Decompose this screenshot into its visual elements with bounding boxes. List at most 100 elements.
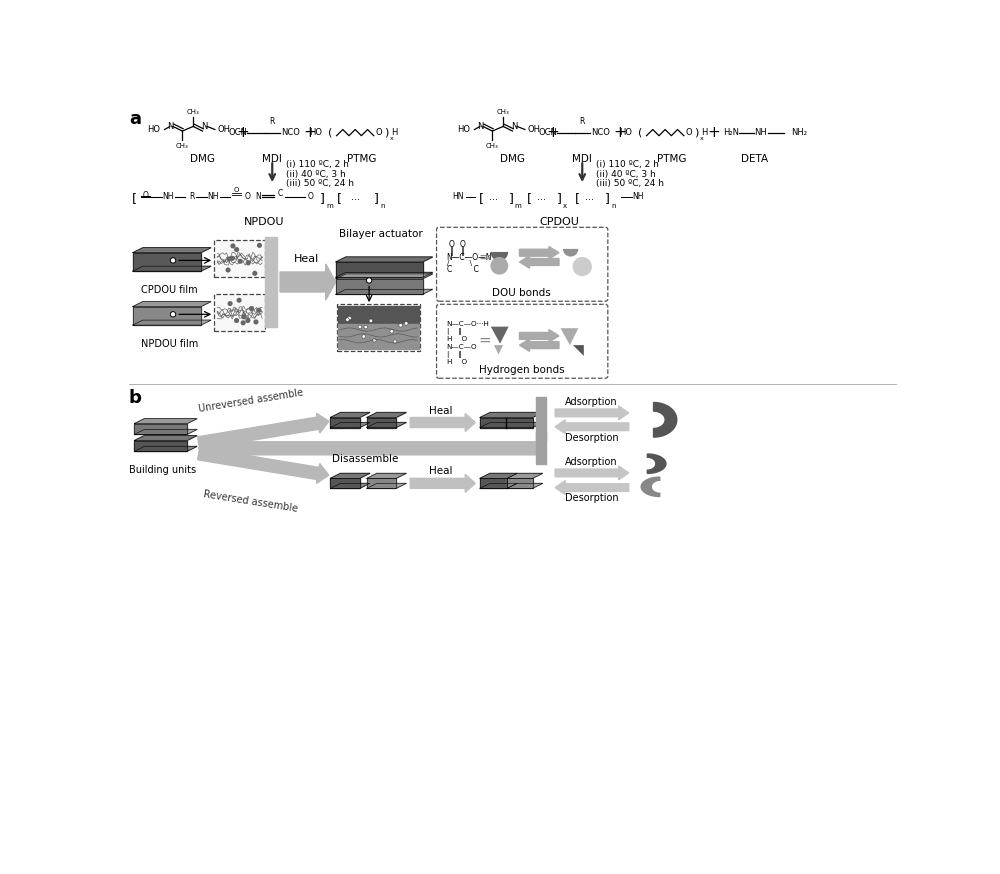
Text: Adsorption: Adsorption [565,397,618,407]
Text: Bilayer actuator: Bilayer actuator [339,229,423,239]
Text: /         \: / \ [447,260,472,267]
Text: +: + [708,125,720,140]
Text: CPDOU: CPDOU [539,218,579,227]
Wedge shape [563,249,578,257]
Text: N: N [201,122,207,131]
Circle shape [393,340,397,343]
Text: (ii) 40 ºC, 3 h: (ii) 40 ºC, 3 h [286,170,346,178]
Text: (ii) 40 ºC, 3 h: (ii) 40 ºC, 3 h [596,170,656,178]
Text: n: n [611,204,615,210]
Circle shape [358,325,362,329]
Text: DMG: DMG [190,154,215,164]
Text: CH₃: CH₃ [486,143,499,149]
FancyArrow shape [519,339,559,351]
FancyArrow shape [555,406,629,420]
Text: NCO: NCO [592,128,610,137]
Text: HN: HN [452,192,464,201]
Text: NCO: NCO [282,128,300,137]
Polygon shape [134,429,197,434]
Polygon shape [133,247,211,253]
FancyArrow shape [199,436,536,460]
Circle shape [364,325,368,329]
Text: (: ( [638,128,643,137]
Text: DMG: DMG [500,154,525,164]
Text: DOU bonds: DOU bonds [492,288,551,298]
Text: H: H [701,128,707,137]
Text: +: + [546,125,559,140]
Circle shape [257,309,261,312]
Text: NPDOU film: NPDOU film [141,339,198,349]
Polygon shape [367,413,406,418]
Text: +: + [236,125,249,140]
Text: CH₃: CH₃ [187,109,200,114]
Text: ): ) [694,128,698,137]
Circle shape [170,258,176,263]
Text: (i) 110 ºC, 2 h: (i) 110 ºC, 2 h [596,161,659,170]
Polygon shape [480,474,517,478]
Polygon shape [134,419,197,424]
Circle shape [254,320,258,323]
Polygon shape [367,418,396,427]
Text: R: R [189,192,194,201]
Text: O: O [142,191,148,200]
Text: MDI: MDI [262,154,282,164]
Polygon shape [336,273,433,277]
Polygon shape [330,422,370,427]
Polygon shape [133,302,211,307]
Polygon shape [507,474,543,478]
Text: PTMG: PTMG [657,154,686,164]
Polygon shape [338,306,419,323]
FancyArrow shape [198,413,329,449]
FancyArrow shape [198,447,329,483]
Text: N: N [167,122,173,131]
Text: H    O: H O [447,359,468,365]
Text: |    ‖: | ‖ [447,328,462,335]
Circle shape [253,272,257,275]
Polygon shape [573,345,584,356]
Text: NH: NH [208,192,219,201]
Text: O: O [308,192,314,201]
Text: NH: NH [163,192,174,201]
Text: C: C [277,189,283,198]
Circle shape [399,323,402,327]
Text: OH: OH [527,125,540,134]
Text: CH₃: CH₃ [497,109,510,114]
Polygon shape [336,289,433,295]
Text: N—C—O: N—C—O [446,343,476,350]
Circle shape [226,268,230,272]
Text: O: O [449,239,455,249]
Polygon shape [491,327,509,343]
Text: CH₃: CH₃ [176,143,189,149]
Text: ]: ] [509,192,513,205]
Text: ...: ... [586,191,594,202]
Text: Desorption: Desorption [565,433,618,442]
Text: N: N [255,192,261,201]
FancyBboxPatch shape [214,295,265,331]
Text: O: O [234,187,239,193]
Circle shape [258,244,261,247]
FancyArrow shape [410,413,475,432]
Polygon shape [330,474,370,478]
Circle shape [170,312,176,317]
Text: b: b [129,389,142,407]
Text: ]: ] [557,192,561,205]
Polygon shape [336,257,433,262]
Circle shape [241,321,245,324]
Text: O: O [685,128,692,137]
Polygon shape [480,478,507,489]
Circle shape [390,329,393,333]
Text: [: [ [575,192,580,205]
Polygon shape [494,345,503,354]
Polygon shape [480,483,517,489]
Polygon shape [336,262,423,277]
Text: Disassemble: Disassemble [332,454,398,464]
Polygon shape [647,454,666,474]
Text: OCN: OCN [229,128,247,137]
Circle shape [231,244,235,247]
Polygon shape [507,483,543,489]
Polygon shape [133,307,201,325]
FancyArrow shape [555,481,629,495]
Text: O: O [375,128,382,137]
Text: CPDOU film: CPDOU film [141,285,197,295]
Polygon shape [641,477,660,496]
